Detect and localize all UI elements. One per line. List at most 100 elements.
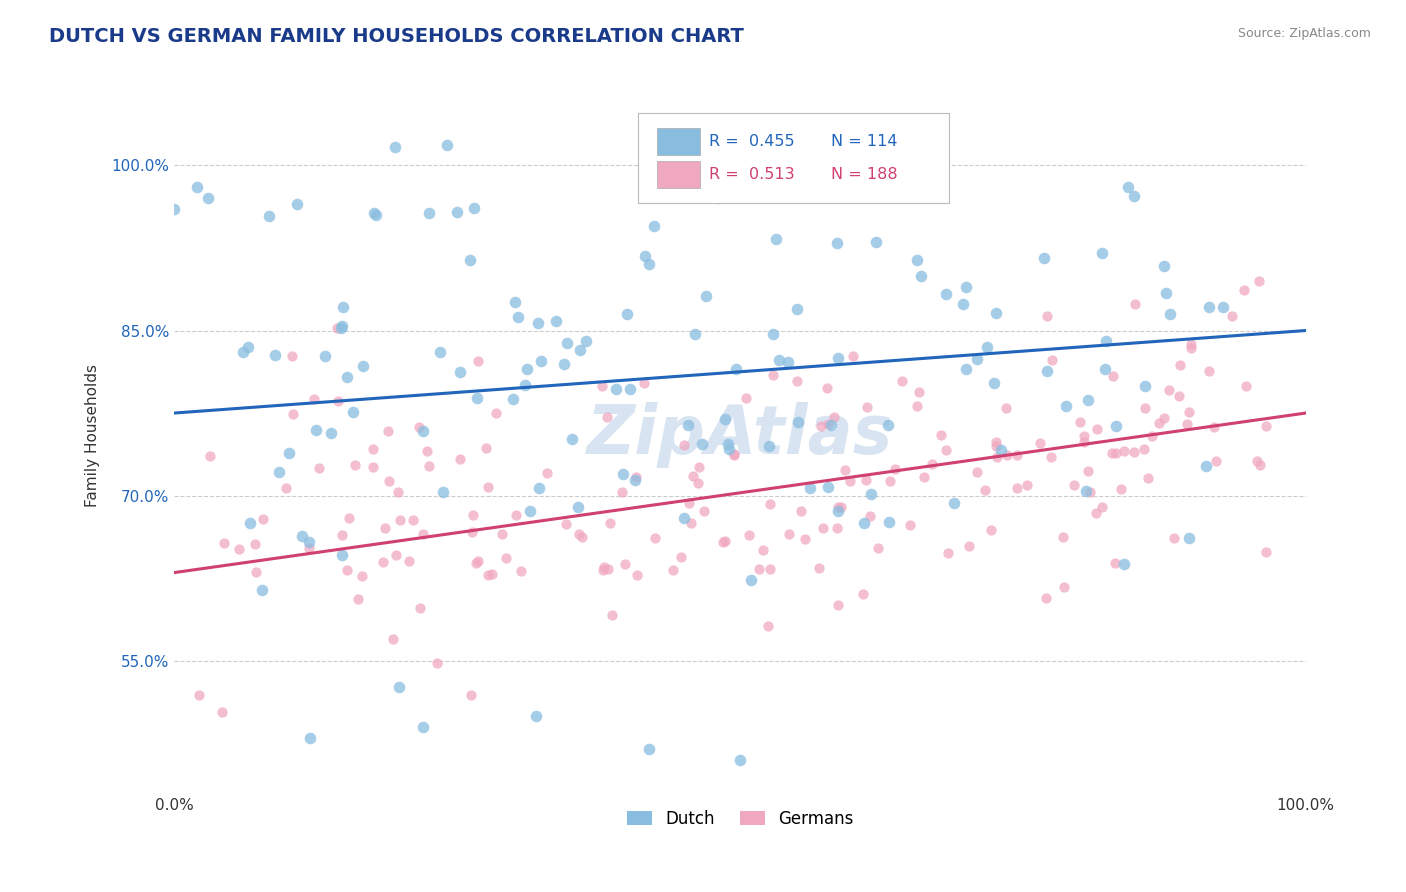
Point	[808, 560, 831, 574]
Point	[308, 461, 330, 475]
Point	[1163, 531, 1185, 545]
Point	[633, 376, 655, 391]
Point	[905, 253, 928, 268]
Point	[706, 192, 728, 206]
Point	[1040, 353, 1063, 368]
Point	[711, 534, 734, 549]
Point	[446, 205, 468, 219]
Point	[238, 341, 260, 355]
Point	[935, 286, 957, 301]
Point	[593, 560, 616, 574]
Point	[515, 361, 537, 376]
Point	[612, 485, 634, 500]
Point	[765, 232, 787, 246]
Point	[214, 536, 236, 550]
Point	[1035, 591, 1057, 606]
Point	[877, 516, 900, 530]
Point	[364, 208, 387, 222]
Text: Source: ZipAtlas.com: Source: ZipAtlas.com	[1237, 27, 1371, 40]
Point	[1156, 285, 1178, 300]
Point	[536, 467, 558, 481]
Point	[1157, 384, 1180, 398]
Point	[1135, 378, 1157, 392]
Point	[644, 531, 666, 545]
Point	[817, 479, 839, 493]
Point	[1254, 544, 1277, 558]
Point	[740, 573, 762, 587]
Point	[1149, 416, 1171, 430]
Point	[378, 474, 401, 488]
Point	[257, 209, 280, 223]
Point	[599, 516, 621, 531]
Point	[758, 439, 780, 453]
Point	[671, 549, 693, 564]
Point	[643, 219, 665, 233]
Text: R =  0.455: R = 0.455	[710, 134, 794, 149]
Point	[546, 314, 568, 328]
Point	[825, 236, 848, 251]
Point	[1101, 446, 1123, 460]
Point	[330, 527, 353, 541]
Point	[330, 321, 353, 335]
Point	[1052, 580, 1074, 594]
Point	[412, 527, 434, 541]
Point	[718, 442, 741, 456]
Point	[778, 527, 800, 541]
Point	[823, 409, 845, 424]
Point	[952, 297, 974, 311]
Point	[571, 530, 593, 544]
Point	[825, 521, 848, 535]
Point	[830, 500, 852, 514]
Point	[243, 537, 266, 551]
Point	[326, 320, 349, 334]
Point	[429, 345, 451, 359]
Point	[827, 500, 849, 514]
Point	[634, 248, 657, 262]
Point	[890, 375, 912, 389]
Legend: Dutch, Germans: Dutch, Germans	[620, 803, 860, 834]
Point	[186, 180, 208, 194]
Point	[980, 523, 1002, 537]
Point	[361, 442, 384, 456]
Point	[678, 496, 700, 510]
Point	[973, 483, 995, 497]
Point	[908, 385, 931, 400]
Point	[793, 532, 815, 546]
Point	[1168, 388, 1191, 402]
Point	[1054, 400, 1077, 414]
Point	[1153, 410, 1175, 425]
Point	[1116, 180, 1139, 194]
Point	[820, 418, 842, 433]
Point	[299, 731, 322, 745]
Point	[352, 569, 374, 583]
Point	[859, 487, 882, 501]
Point	[957, 539, 980, 553]
Point	[250, 582, 273, 597]
Point	[1246, 454, 1268, 468]
Point	[297, 534, 319, 549]
Point	[883, 461, 905, 475]
Point	[567, 500, 589, 514]
Point	[509, 564, 531, 578]
Point	[1069, 415, 1091, 429]
Point	[1109, 482, 1132, 496]
Point	[1076, 484, 1098, 499]
Point	[605, 382, 627, 396]
Point	[905, 400, 928, 414]
Point	[1078, 485, 1101, 500]
Point	[995, 401, 1018, 416]
Point	[921, 457, 943, 471]
Point	[1135, 401, 1157, 415]
Point	[436, 138, 458, 153]
Point	[267, 465, 290, 479]
Point	[1091, 500, 1114, 515]
Point	[619, 382, 641, 396]
Point	[815, 381, 838, 395]
Point	[336, 563, 359, 577]
Point	[211, 706, 233, 720]
Point	[461, 508, 484, 522]
Point	[527, 316, 550, 330]
Point	[1123, 189, 1146, 203]
Point	[1028, 436, 1050, 450]
Point	[600, 607, 623, 622]
